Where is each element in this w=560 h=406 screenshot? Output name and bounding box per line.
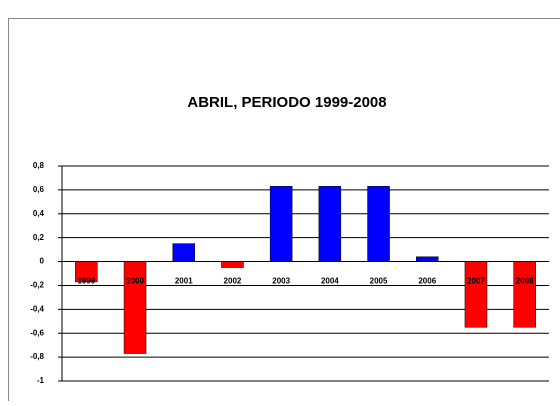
y-tick-label: 0,8: [33, 161, 45, 170]
y-tick-label: -0,6: [30, 328, 44, 337]
bar: [416, 257, 438, 262]
y-tick-label: 0,2: [33, 233, 45, 242]
x-tick-label: 1999: [77, 277, 95, 286]
chart-title: ABRIL, PERIODO 1999-2008: [187, 94, 386, 111]
y-tick-label: -0,8: [30, 352, 44, 361]
x-tick-label: 2000: [126, 277, 144, 286]
y-tick-label: 0,6: [33, 185, 45, 194]
y-tick-label: -0,2: [30, 281, 44, 290]
x-tick-label: 2001: [175, 277, 193, 286]
x-tick-label: 2008: [516, 277, 534, 286]
y-tick-label: -0,4: [30, 304, 44, 313]
x-tick-label: 2006: [418, 277, 436, 286]
y-tick-label: 0: [40, 257, 45, 266]
bar: [173, 244, 195, 262]
bar: [465, 262, 487, 328]
x-tick-label: 2004: [321, 277, 339, 286]
bar: [221, 262, 243, 268]
x-tick-label: 2005: [370, 277, 388, 286]
bar: [319, 186, 341, 261]
bar: [270, 186, 292, 261]
bar: [514, 262, 536, 328]
x-tick-label: 2003: [272, 277, 290, 286]
x-tick-label: 2002: [224, 277, 242, 286]
y-tick-label: -1: [37, 376, 45, 385]
bar: [124, 262, 146, 354]
bar: [368, 186, 390, 261]
y-tick-label: 0,4: [33, 209, 45, 218]
x-tick-label: 2007: [467, 277, 485, 286]
